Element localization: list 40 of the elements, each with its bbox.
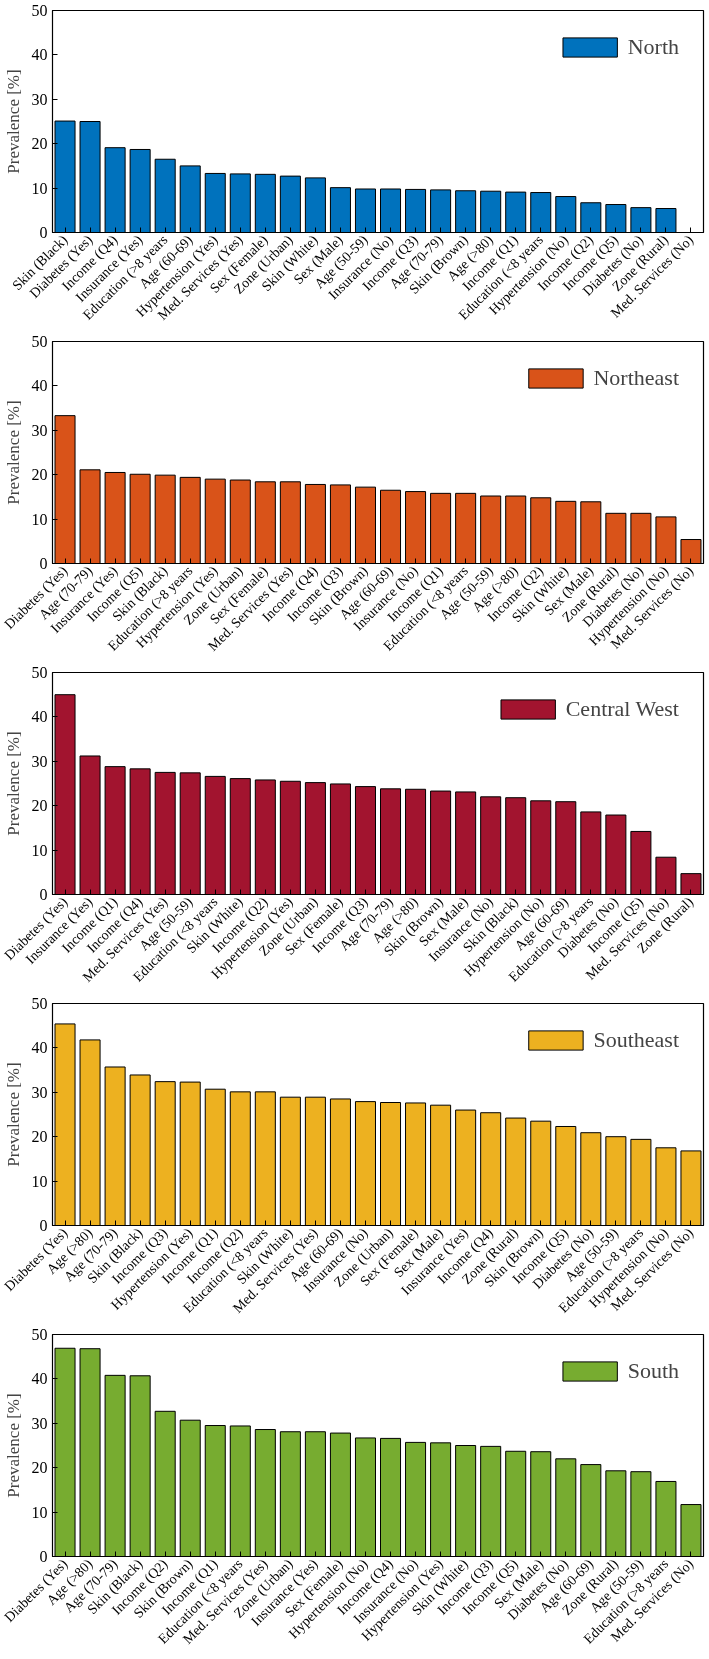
y-tick-label: 10 [31,841,48,859]
y-tick-label: 0 [39,224,48,241]
y-tick-label: 20 [31,1128,48,1146]
y-tick-label: 0 [39,1548,48,1565]
legend-label: Southeast [593,1027,679,1053]
y-tick-label: 30 [31,1414,48,1432]
y-tick-label: 50 [31,333,48,350]
y-tick-label: 10 [31,1503,48,1521]
y-tick-label: 30 [31,752,48,770]
y-tick-label: 50 [31,995,48,1012]
y-tick-label: 0 [39,1217,48,1234]
y-tick-label: 20 [31,1459,48,1477]
y-axis-title: Prevalence [%] [3,731,23,836]
y-tick-label: 40 [31,708,48,726]
y-tick-label: 40 [31,377,48,395]
y-tick-label: 50 [31,664,48,681]
y-tick-label: 30 [31,421,48,439]
y-tick-label: 40 [31,46,48,64]
y-tick-label: 40 [31,1370,48,1388]
y-tick-label: 10 [31,1172,48,1190]
y-axis-title: Prevalence [%] [3,1393,23,1498]
y-axis-title: Prevalence [%] [3,69,23,174]
y-tick-label: 10 [31,510,48,528]
y-axis-title: Prevalence [%] [3,400,23,505]
y-tick-label: 30 [31,90,48,108]
y-tick-label: 10 [31,179,48,197]
y-tick-label: 0 [39,886,48,903]
y-tick-label: 30 [31,1083,48,1101]
legend-label: Central West [565,696,679,722]
y-tick-label: 20 [31,466,48,484]
y-tick-label: 20 [31,797,48,815]
legend-label: North [627,34,679,60]
legend-label: Northeast [593,365,679,391]
y-tick-label: 0 [39,555,48,572]
y-axis-title: Prevalence [%] [3,1062,23,1167]
y-tick-label: 20 [31,135,48,153]
y-tick-label: 50 [31,2,48,19]
y-tick-label: 50 [31,1326,48,1343]
legend-label: South [627,1358,679,1384]
y-tick-label: 40 [31,1039,48,1057]
